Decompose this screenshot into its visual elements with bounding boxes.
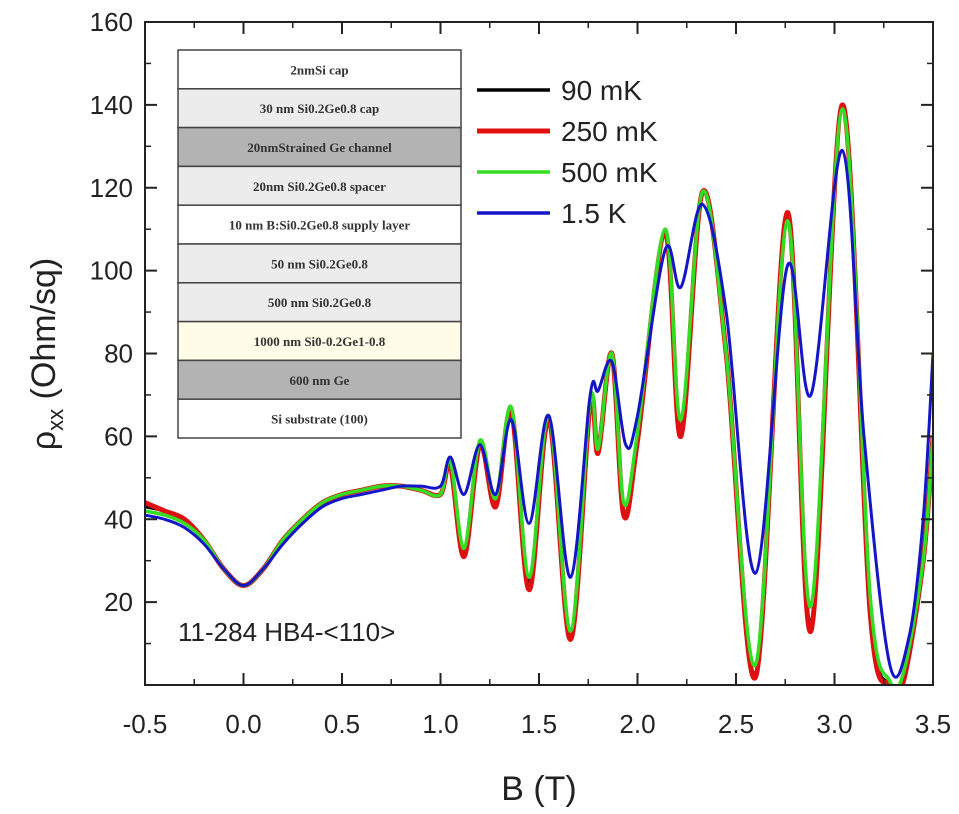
inset-layer-8 bbox=[177, 320, 462, 362]
legend-label-90-mk: 90 mK bbox=[561, 75, 642, 106]
inset-layer-2 bbox=[177, 88, 462, 129]
sample-annotation: 11-284 HB4-<110> bbox=[178, 617, 395, 647]
x-tick-label-2: 0.5 bbox=[324, 709, 360, 739]
layer-stack-inset: 2nmSi cap 30 nm Si0.2Ge0.8 cap 20nmStraine… bbox=[177, 49, 462, 439]
series-line-1-5-k bbox=[145, 148, 933, 679]
x-tick-label-4: 1.5 bbox=[521, 709, 557, 739]
inset-layer-label-3: 20nmStrained Ge channel bbox=[247, 140, 392, 155]
data-series bbox=[145, 102, 933, 685]
series-line-500-mk bbox=[145, 107, 933, 685]
x-tick-label-0: -0.5 bbox=[123, 709, 168, 739]
x-tick-label-7: 3.0 bbox=[816, 709, 852, 739]
inset-layer-1 bbox=[177, 49, 462, 90]
inset-layer-label-10: Si substrate (100) bbox=[271, 412, 368, 427]
y-axis-title-subscript: xx bbox=[43, 409, 68, 431]
y-tick-label-0: 20 bbox=[104, 587, 133, 617]
legend-label-500-mk: 500 mK bbox=[561, 157, 658, 188]
inset-layer-label-4: 20nm Si0.2Ge0.8 spacer bbox=[253, 179, 386, 194]
y-tick-label-6: 140 bbox=[90, 90, 133, 120]
inset-layer-label-2: 30 nm Si0.2Ge0.8 cap bbox=[260, 101, 380, 116]
x-tick-label-1: 0.0 bbox=[225, 709, 261, 739]
legend: 90 mK 250 mK 500 mK 1.5 K bbox=[477, 75, 658, 229]
inset-layer-label-9: 600 nm Ge bbox=[290, 373, 350, 388]
y-tick-label-2: 60 bbox=[104, 421, 133, 451]
x-tick-label-6: 2.5 bbox=[718, 709, 754, 739]
axis-ticks: -0.5 0.0 0.5 1.0 1.5 2.0 2.5 3.0 3.5 20 40 60 80 100 1… bbox=[90, 7, 951, 739]
inset-layer-label-6: 50 nm Si0.2Ge0.8 bbox=[271, 256, 368, 271]
inset-layer-label-1: 2nmSi cap bbox=[290, 62, 348, 77]
inset-layer-label-7: 500 nm Si0.2Ge0.8 bbox=[268, 295, 372, 310]
inset-layer-label-8: 1000 nm Si0-0.2Ge1-0.8 bbox=[254, 334, 386, 349]
inset-layer-10 bbox=[177, 398, 462, 439]
y-tick-label-7: 160 bbox=[90, 7, 133, 37]
legend-label-250-mk: 250 mK bbox=[561, 116, 658, 147]
inset-layer-4 bbox=[177, 165, 462, 206]
x-tick-label-3: 1.0 bbox=[422, 709, 458, 739]
legend-label-1-5-k: 1.5 K bbox=[561, 198, 627, 229]
y-axis-title: ρxx (Ohm/sq) bbox=[25, 258, 68, 450]
x-axis-title: B (T) bbox=[501, 770, 577, 808]
y-axis-title-symbol: ρ bbox=[25, 431, 63, 450]
x-tick-label-5: 2.0 bbox=[619, 709, 655, 739]
y-tick-label-4: 100 bbox=[90, 256, 133, 286]
y-tick-label-5: 120 bbox=[90, 173, 133, 203]
y-axis-title-unit: (Ohm/sq) bbox=[25, 258, 63, 409]
inset-layer-6 bbox=[177, 243, 462, 284]
y-tick-label-3: 80 bbox=[104, 339, 133, 369]
y-tick-label-1: 40 bbox=[104, 504, 133, 534]
inset-layer-label-5: 10 nm B:Si0.2Ge0.8 supply layer bbox=[229, 218, 411, 233]
x-tick-label-8: 3.5 bbox=[915, 709, 951, 739]
inset-layer-3 bbox=[177, 126, 462, 168]
